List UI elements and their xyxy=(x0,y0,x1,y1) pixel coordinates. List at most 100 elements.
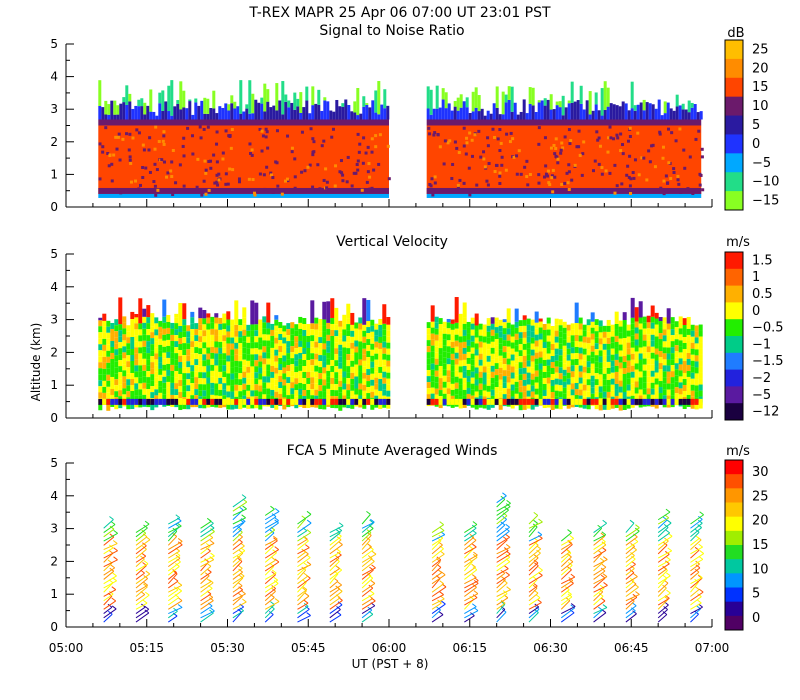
velocity-cell xyxy=(646,358,651,365)
snr-top-cell xyxy=(660,115,664,120)
wind-barb xyxy=(560,612,575,623)
snr-top-cell xyxy=(245,108,249,120)
velocity-cell xyxy=(558,355,563,362)
colorbar-label: −1 xyxy=(752,337,771,352)
snr-top-cell xyxy=(504,102,508,120)
wind-barb xyxy=(232,497,247,508)
velocity-cell xyxy=(386,390,391,397)
wind-barb xyxy=(329,573,339,585)
velocity-top-cell xyxy=(362,298,367,325)
velocity-cell xyxy=(162,364,167,371)
velocity-cell xyxy=(102,344,107,351)
velocity-base-cell xyxy=(254,398,259,405)
velocity-cell xyxy=(530,325,535,332)
wind-barb-flag xyxy=(273,576,279,581)
snr-speckle xyxy=(528,173,532,177)
wind-barb-flag xyxy=(209,539,215,544)
snr-speckle xyxy=(144,166,148,170)
velocity-cell xyxy=(166,327,171,334)
snr-top-fringe xyxy=(537,100,541,103)
velocity-cell xyxy=(430,381,435,388)
velocity-cell xyxy=(430,387,435,394)
velocity-cell xyxy=(302,402,307,409)
velocity-cell xyxy=(214,371,219,378)
velocity-cell xyxy=(614,323,619,330)
velocity-cell xyxy=(534,352,539,359)
velocity-top-cell xyxy=(430,305,435,322)
velocity-cell xyxy=(446,322,451,329)
snr-speckle xyxy=(482,157,486,161)
colorbar-label: 10 xyxy=(752,562,769,577)
velocity-cell xyxy=(694,391,699,398)
snr-top-cell xyxy=(621,101,625,120)
velocity-cell xyxy=(338,362,343,369)
velocity-cell xyxy=(106,368,111,375)
velocity-cell xyxy=(626,402,631,409)
velocity-cell xyxy=(178,374,183,381)
velocity-base-cell xyxy=(170,398,175,405)
velocity-cell xyxy=(634,387,639,394)
velocity-cell xyxy=(106,356,111,363)
velocity-cell xyxy=(606,349,611,356)
snr-top-cell xyxy=(176,103,180,120)
velocity-cell xyxy=(494,363,499,370)
velocity-cell xyxy=(130,378,135,385)
snr-speckle xyxy=(457,151,461,155)
velocity-top-cell xyxy=(178,303,183,327)
velocity-cell xyxy=(198,372,203,379)
velocity-cell xyxy=(210,322,215,329)
wind-barb-flag xyxy=(274,546,279,550)
velocity-cell xyxy=(186,331,191,338)
snr-speckle xyxy=(553,152,557,156)
velocity-cell xyxy=(190,377,195,384)
velocity-cell xyxy=(258,385,263,392)
velocity-cell xyxy=(534,364,539,371)
velocity-cell xyxy=(342,383,347,390)
wind-barb xyxy=(361,567,376,576)
velocity-cell xyxy=(682,360,687,367)
wind-barb-flag xyxy=(538,566,543,571)
snr-top-fringe xyxy=(507,86,511,100)
velocity-cell xyxy=(674,363,679,370)
velocity-cell xyxy=(622,349,627,356)
velocity-cell xyxy=(162,370,167,377)
velocity-cell xyxy=(274,331,279,338)
velocity-cell xyxy=(186,337,191,344)
velocity-top-cell xyxy=(386,317,391,325)
wind-barb xyxy=(560,580,574,589)
velocity-cell xyxy=(670,335,675,342)
velocity-cell xyxy=(386,342,391,349)
snr-top-fringe xyxy=(465,97,469,108)
velocity-cell xyxy=(134,389,139,396)
wind-barb-flag xyxy=(144,520,150,525)
wind-barb xyxy=(690,546,703,555)
velocity-cell xyxy=(530,373,535,380)
velocity-cell xyxy=(118,342,123,349)
velocity-cell xyxy=(174,365,179,372)
snr-top-cell xyxy=(531,105,535,120)
velocity-cell xyxy=(618,404,623,411)
wind-barb xyxy=(593,552,603,563)
velocity-cell xyxy=(174,395,179,402)
velocity-cell xyxy=(586,349,591,356)
velocity-cell xyxy=(210,376,215,383)
wind-barb xyxy=(103,524,116,533)
velocity-base-cell xyxy=(554,398,559,405)
wind-barb xyxy=(561,576,576,585)
wind-barb xyxy=(431,602,442,610)
velocity-cell xyxy=(502,352,507,359)
snr-speckle xyxy=(170,175,174,179)
velocity-cell xyxy=(122,346,127,353)
wind-barb xyxy=(528,592,539,602)
velocity-cell xyxy=(598,368,603,375)
velocity-cell xyxy=(686,358,691,365)
velocity-cell xyxy=(258,403,263,410)
velocity-cell xyxy=(386,384,391,391)
wind-barb-flag xyxy=(335,565,340,569)
velocity-cell xyxy=(134,395,139,402)
snr-top-cell xyxy=(173,106,177,120)
velocity-cell xyxy=(186,325,191,332)
velocity-cell xyxy=(614,347,619,354)
wind-barb-flag xyxy=(238,506,244,511)
snr-speckle xyxy=(141,166,145,170)
